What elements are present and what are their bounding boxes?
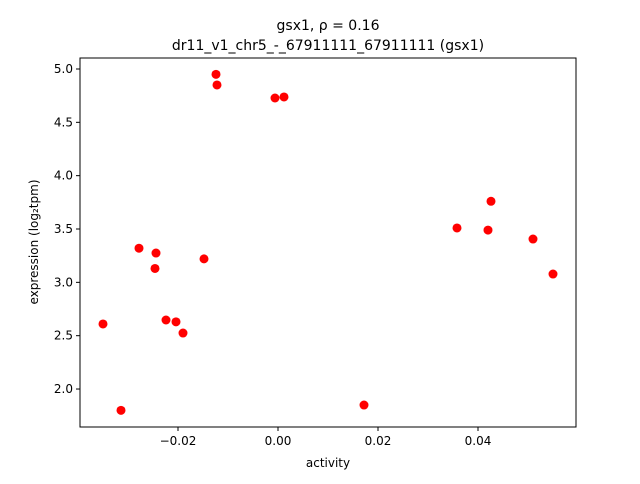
data-point bbox=[171, 317, 181, 327]
plot-frame bbox=[79, 57, 577, 428]
data-point bbox=[528, 234, 538, 244]
data-point bbox=[116, 405, 126, 415]
x-tick-label: 0.00 bbox=[265, 434, 292, 448]
y-tick-label: 3.0 bbox=[54, 275, 73, 289]
y-tick-label: 2.5 bbox=[54, 329, 73, 343]
data-point bbox=[134, 243, 144, 253]
y-tick-label: 4.0 bbox=[54, 169, 73, 183]
data-point bbox=[486, 196, 496, 206]
y-tick-label: 3.5 bbox=[54, 222, 73, 236]
y-tick-label: 4.5 bbox=[54, 115, 73, 129]
chart-title-line2: dr11_v1_chr5_-_67911111_67911111 (gsx1) bbox=[172, 38, 484, 54]
data-point bbox=[270, 93, 280, 103]
x-tick-label: 0.04 bbox=[465, 434, 492, 448]
data-point bbox=[199, 254, 209, 264]
data-point bbox=[548, 269, 558, 279]
data-point bbox=[151, 248, 161, 258]
data-point bbox=[161, 315, 171, 325]
x-tick-label: 0.02 bbox=[365, 434, 392, 448]
data-point bbox=[150, 263, 160, 273]
data-point bbox=[212, 80, 222, 90]
y-tick-label: 5.0 bbox=[54, 62, 73, 76]
data-point bbox=[359, 400, 369, 410]
y-axis-label: expression (log₂tpm) bbox=[27, 179, 41, 304]
x-axis-label: activity bbox=[306, 456, 350, 470]
data-point bbox=[452, 223, 462, 233]
data-point bbox=[98, 319, 108, 329]
data-point bbox=[483, 225, 493, 235]
data-point bbox=[211, 69, 221, 79]
chart-title-line1: gsx1, ρ = 0.16 bbox=[277, 18, 380, 34]
data-point bbox=[178, 328, 188, 338]
x-tick-label: −0.02 bbox=[160, 434, 197, 448]
data-point bbox=[279, 92, 289, 102]
y-tick-label: 2.0 bbox=[54, 382, 73, 396]
